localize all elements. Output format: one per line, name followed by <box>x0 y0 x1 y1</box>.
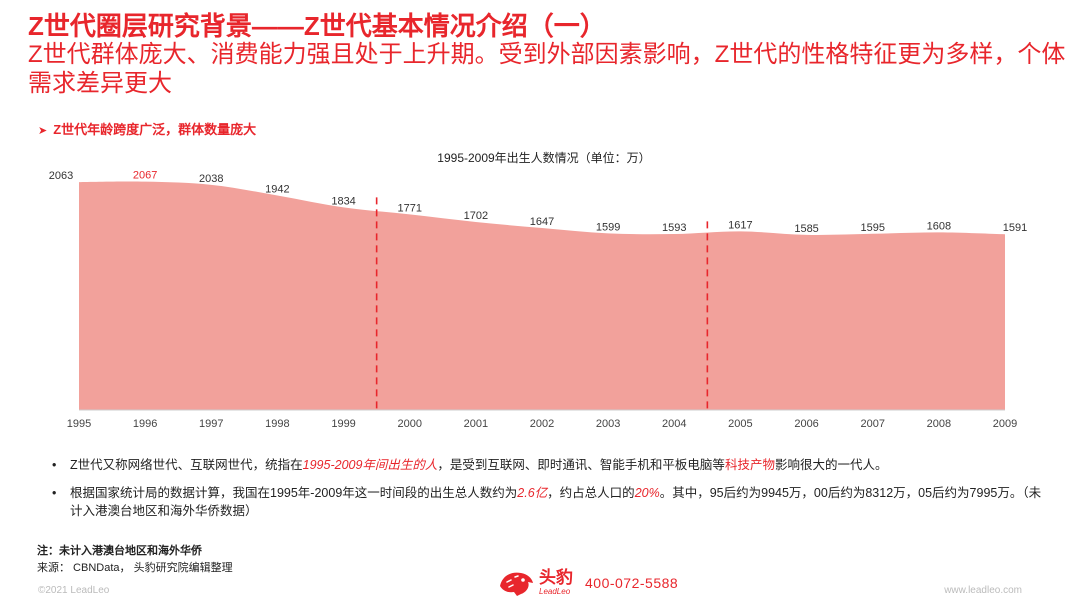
data-label: 1585 <box>794 223 818 235</box>
brand-logo: 头豹 LeadLeo 400-072-5588 <box>497 568 678 598</box>
bullet-item: • Z世代又称网络世代、互联网世代，统指在1995-2009年间出生的人，是受到… <box>52 456 1048 474</box>
data-label: 1595 <box>860 222 884 234</box>
data-label: 2067 <box>133 170 157 182</box>
x-tick-label: 1996 <box>133 418 157 430</box>
data-label: 1647 <box>530 216 554 228</box>
x-tick-label: 2001 <box>464 418 488 430</box>
bullet-list: • Z世代又称网络世代、互联网世代，统指在1995-2009年间出生的人，是受到… <box>52 456 1048 530</box>
data-label: 1593 <box>662 222 686 234</box>
section-label: Z世代年龄跨度广泛，群体数量庞大 <box>53 122 257 137</box>
footnote: 注：未计入港澳台地区和海外华侨 <box>37 545 202 557</box>
bullet-text: ，约占总人口的 <box>547 486 635 500</box>
brand-name: 头豹 <box>539 568 573 587</box>
x-tick-label: 2008 <box>927 418 951 430</box>
data-label: 1771 <box>397 202 421 214</box>
data-label: 1702 <box>464 210 488 222</box>
data-label: 1834 <box>331 195 355 207</box>
page-subtitle: Z世代群体庞大、消费能力强且处于上升期。受到外部因素影响，Z世代的性格特征更为多… <box>28 41 1066 97</box>
source-note: 来源： CBNData， 头豹研究院编辑整理 <box>37 562 233 574</box>
copyright: ©2021 LeadLeo <box>38 585 110 596</box>
x-tick-label: 1998 <box>265 418 289 430</box>
bullet-highlight: 20% <box>634 486 660 500</box>
x-tick-label: 2009 <box>993 418 1017 430</box>
chart-title: 1995-2009年出生人数情况（单位：万） <box>437 150 650 165</box>
x-tick-label: 2004 <box>662 418 686 430</box>
area-series <box>79 181 1005 410</box>
bullet-dot-icon: • <box>52 458 57 472</box>
website-link[interactable]: www.leadleo.com <box>944 585 1022 596</box>
leopard-logo-icon <box>500 572 533 596</box>
bullet-text: 影响很大的一代人。 <box>774 458 888 472</box>
phone-number: 400-072-5588 <box>585 575 679 591</box>
bullet-highlight: 2.6亿 <box>517 486 548 500</box>
x-tick-label: 2002 <box>530 418 554 430</box>
x-tick-label: 2006 <box>794 418 818 430</box>
x-tick-label: 1999 <box>331 418 355 430</box>
bullet-text: Z世代又称网络世代、互联网世代，统指在 <box>70 458 303 472</box>
x-tick-label: 1997 <box>199 418 223 430</box>
x-tick-label: 2005 <box>728 418 752 430</box>
bullet-dot-icon: • <box>52 486 57 500</box>
bullet-text: 根据国家统计局的数据计算，我国在1995年-2009年这一时间段的出生总人数约为 <box>70 486 518 500</box>
page-title: Z世代圈层研究背景——Z世代基本情况介绍（一） <box>28 11 606 41</box>
bullet-highlight: 科技产物 <box>724 458 775 472</box>
bullet-item: • 根据国家统计局的数据计算，我国在1995年-2009年这一时间段的出生总人数… <box>52 484 1048 520</box>
bullet-text: 。其中，95后约为9945万，00后约为8312万，05后约为7995万。（未计… <box>70 486 1042 518</box>
data-label: 1591 <box>1003 222 1027 234</box>
x-tick-label: 2003 <box>596 418 620 430</box>
data-label: 1608 <box>927 220 951 232</box>
bullet-highlight: 1995-2009年间出生的人 <box>302 458 438 472</box>
x-tick-label: 2000 <box>397 418 421 430</box>
data-label: 2063 <box>49 170 73 182</box>
bullet-text: ，是受到互联网、即时通讯、智能手机和平板电脑等 <box>437 458 725 472</box>
data-label: 1599 <box>596 221 620 233</box>
x-tick-label: 1995 <box>67 418 91 430</box>
data-label: 1942 <box>265 183 289 195</box>
brand-name-en: LeadLeo <box>539 587 571 596</box>
data-label: 1617 <box>728 219 752 231</box>
birth-chart: 1995-2009年出生人数情况（单位：万） 2063 2067 2038 1942 1… <box>49 150 1027 430</box>
x-tick-label: 2007 <box>860 418 884 430</box>
arrow-icon: ➤ <box>38 125 48 137</box>
section-heading: ➤ Z世代年龄跨度广泛，群体数量庞大 <box>38 119 256 138</box>
data-label: 2038 <box>199 173 223 185</box>
